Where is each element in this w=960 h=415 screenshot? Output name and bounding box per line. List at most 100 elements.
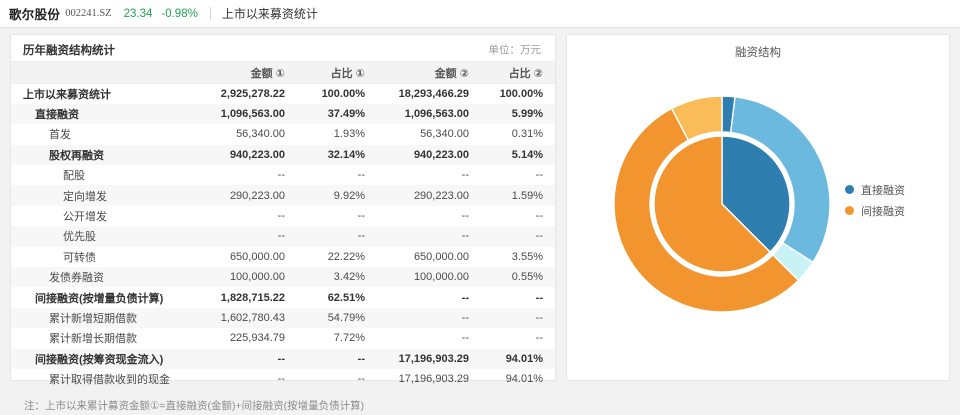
row-label: 间接融资(按增量负债计算) <box>35 292 164 305</box>
table-body: 上市以来募资统计 2,925,278.22 100.00% 18,293,466.29… <box>11 84 555 390</box>
row-label: 首发 <box>49 129 71 142</box>
cell-ratio-1: 54.79% <box>297 307 377 329</box>
cell-amount-1: 225,934.79 <box>229 332 285 345</box>
nested-donut-chart[interactable] <box>607 89 837 319</box>
table-row[interactable]: 发债券融资 100,000.00 3.42% 100,000.00 0.55% <box>11 267 555 288</box>
cell-amount-1: 2,925,278.22 <box>220 87 285 100</box>
table-row[interactable]: 间接融资(按增量负债计算) 1,828,715.22 62.51% -- -- <box>11 287 555 307</box>
cell-amount-1: 100,000.00 <box>201 267 297 288</box>
cell-ratio-1: -- <box>297 226 377 247</box>
cell-ratio-1: 22.22% <box>327 250 365 263</box>
cell-amount-1: -- <box>201 348 297 369</box>
chart-area: 直接融资 间接融资 <box>567 61 949 361</box>
table-header-row: 金额 ① 占比 ① 金额 ② 占比 ② <box>11 61 555 84</box>
cell-ratio-2: -- <box>535 332 543 345</box>
table-row[interactable]: 股权再融资 940,223.00 32.14% 940,223.00 5.14% <box>11 144 555 166</box>
cell-amount-1: 1,828,715.22 <box>220 291 285 304</box>
table-row[interactable]: 优先股 -- -- -- -- <box>11 226 555 247</box>
cell-ratio-1: -- <box>357 210 365 223</box>
page-title: 上市以来募资统计 <box>221 7 318 21</box>
divider <box>209 7 211 20</box>
legend-item-indirect[interactable]: 间接融资 <box>845 200 905 221</box>
table-note: 注：上市以来累计募资金额①=直接融资(金额)+间接融资(按增量负债计算) <box>24 400 365 413</box>
table-unit-label: 单位：万元 <box>488 44 542 56</box>
table-row[interactable]: 间接融资(按筹资现金流入) -- -- 17,196,903.29 94.01% <box>11 348 555 369</box>
row-label: 累计新增长期借款 <box>49 333 137 346</box>
table-row[interactable]: 累计新增长期借款 225,934.79 7.72% -- -- <box>11 328 555 348</box>
cell-amount-2: 18,293,466.29 <box>398 87 469 100</box>
cell-amount-2: 17,196,903.29 <box>398 373 469 386</box>
cell-ratio-1: 32.14% <box>297 144 377 166</box>
cell-ratio-2: -- <box>535 210 543 223</box>
row-label: 间接融资(按筹资现金流入) <box>11 348 201 369</box>
cell-ratio-1: 1.93% <box>333 128 365 141</box>
chart-legend: 直接融资 间接融资 <box>845 179 905 221</box>
cell-amount-1: 1,602,780.43 <box>201 307 297 329</box>
row-label: 配股 <box>63 170 85 183</box>
cell-ratio-1: 62.51% <box>327 291 365 304</box>
cell-amount-1: -- <box>277 169 285 182</box>
cell-ratio-1: -- <box>297 348 377 369</box>
table-row[interactable]: 定向增发 290,223.00 9.92% 290,223.00 1.59% <box>11 185 555 206</box>
col-header-label <box>11 61 201 84</box>
table-row[interactable]: 累计取得借款收到的现金 -- -- 17,196,903.29 94.01% <box>11 369 555 389</box>
row-label: 优先股 <box>11 226 201 247</box>
donut-inner-slice-1[interactable] <box>653 135 772 273</box>
row-label: 直接融资 <box>11 103 201 125</box>
stock-price: 23.34 <box>123 7 153 20</box>
cell-amount-2: -- <box>461 291 469 304</box>
row-label: 可转债 <box>63 251 96 264</box>
cell-amount-1: 1,096,563.00 <box>201 103 297 125</box>
col-header-amount-2: 金额 ② <box>377 61 481 84</box>
cell-amount-2: -- <box>461 210 469 223</box>
legend-item-direct[interactable]: 直接融资 <box>845 179 905 200</box>
donut-outer-slice-1[interactable] <box>729 96 831 264</box>
cell-ratio-2: 5.14% <box>481 144 555 166</box>
cell-ratio-1: -- <box>357 373 365 386</box>
table-card-header: 历年融资结构统计 单位：万元 <box>11 35 555 61</box>
cell-ratio-2: -- <box>481 307 555 329</box>
donut-inner-slice-0[interactable] <box>721 135 791 254</box>
cell-ratio-2: -- <box>481 226 555 247</box>
table-row[interactable]: 可转债 650,000.00 22.22% 650,000.00 3.55% <box>11 247 555 267</box>
table-row[interactable]: 直接融资 1,096,563.00 37.49% 1,096,563.00 5.99% <box>11 103 555 125</box>
table-title: 历年融资结构统计 <box>23 45 115 57</box>
cell-amount-2: -- <box>461 332 469 345</box>
cell-amount-1: 650,000.00 <box>229 250 285 263</box>
cell-ratio-2: 94.01% <box>481 348 555 369</box>
row-label: 上市以来募资统计 <box>23 88 111 101</box>
cell-amount-2: 290,223.00 <box>377 185 481 206</box>
cell-amount-2: 17,196,903.29 <box>377 348 481 369</box>
table-row[interactable]: 累计新增短期借款 1,602,780.43 54.79% -- -- <box>11 307 555 329</box>
cell-amount-2: -- <box>377 307 481 329</box>
stock-change-percent: -0.98% <box>161 7 198 20</box>
table-row[interactable]: 公开增发 -- -- -- -- <box>11 206 555 226</box>
financing-table-card: 历年融资结构统计 单位：万元 金额 ① 占比 ① 金额 ② 占比 ② 上市以来募… <box>10 34 556 412</box>
cell-ratio-2: 94.01% <box>505 373 543 386</box>
table-notes: 注：上市以来累计募资金额①=直接融资(金额)+间接融资(按增量负债计算) 注：上… <box>11 389 555 415</box>
row-label: 累计取得借款收到的现金 <box>49 374 170 387</box>
cell-ratio-1: 100.00% <box>321 87 365 100</box>
cell-amount-1: 290,223.00 <box>201 185 297 206</box>
table-row[interactable]: 上市以来募资统计 2,925,278.22 100.00% 18,293,466.29… <box>11 84 555 104</box>
row-label: 定向增发 <box>11 185 201 206</box>
cell-ratio-1: -- <box>357 169 365 182</box>
top-bar: 歌尔股份 002241.SZ 23.34 -0.98% 上市以来募资统计 <box>0 0 960 28</box>
legend-color-swatch <box>845 185 854 194</box>
chart-card-header: 融资结构 <box>567 35 949 61</box>
cell-ratio-1: 9.92% <box>297 185 377 206</box>
cell-amount-1: -- <box>277 210 285 223</box>
donut-outer-slice-4[interactable] <box>670 95 723 142</box>
cell-ratio-2: 0.31% <box>511 128 543 141</box>
cell-amount-2: 650,000.00 <box>413 250 469 263</box>
cell-amount-2: 100,000.00 <box>377 267 481 288</box>
table-row[interactable]: 首发 56,340.00 1.93% 56,340.00 0.31% <box>11 124 555 144</box>
stock-name[interactable]: 歌尔股份 <box>9 8 61 22</box>
cell-amount-1: -- <box>277 373 285 386</box>
table-row[interactable]: 配股 -- -- -- -- <box>11 165 555 185</box>
cell-ratio-2: 5.99% <box>481 103 555 125</box>
donut-outer-slice-3[interactable] <box>613 107 800 313</box>
financing-structure-chart-card: 融资结构 直接融资 间接融资 <box>566 34 950 381</box>
table-head: 金额 ① 占比 ① 金额 ② 占比 ② <box>11 61 555 84</box>
